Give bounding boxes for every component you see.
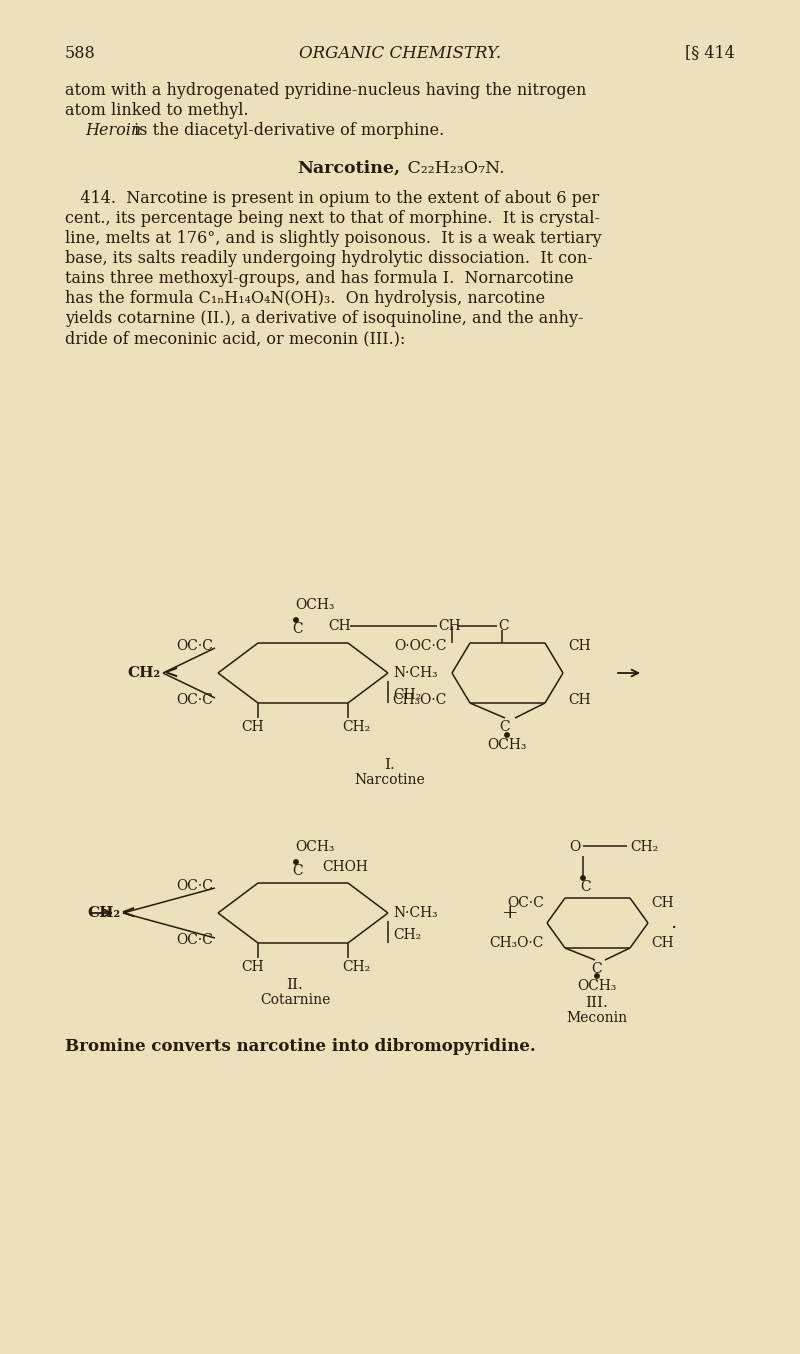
Text: C: C [592, 961, 602, 976]
Circle shape [294, 617, 298, 623]
Text: C: C [498, 619, 509, 634]
Text: C: C [292, 864, 302, 877]
Text: CH₂: CH₂ [127, 666, 160, 680]
Text: OC·C: OC·C [176, 693, 213, 707]
Text: yields cotarnine (II.), a derivative of isoquinoline, and the anhy-: yields cotarnine (II.), a derivative of … [65, 310, 583, 328]
Circle shape [294, 860, 298, 864]
Text: Meconin: Meconin [566, 1011, 627, 1025]
Text: CH: CH [568, 693, 590, 707]
Text: <: < [163, 663, 178, 682]
Text: Heroin: Heroin [85, 122, 141, 139]
Text: atom with a hydrogenated pyridine-nucleus having the nitrogen: atom with a hydrogenated pyridine-nucleu… [65, 83, 586, 99]
Circle shape [581, 876, 586, 880]
Text: C: C [292, 621, 302, 636]
Text: II.: II. [286, 978, 303, 992]
Text: atom linked to methyl.: atom linked to methyl. [65, 102, 249, 119]
Text: O·OC·C: O·OC·C [394, 639, 447, 653]
Text: OCH₃: OCH₃ [295, 839, 334, 854]
Circle shape [594, 974, 599, 978]
Text: cent., its percentage being next to that of morphine.  It is crystal-: cent., its percentage being next to that… [65, 210, 600, 227]
Text: OC·C: OC·C [176, 933, 213, 946]
Text: 588: 588 [65, 45, 96, 61]
Text: Bromine converts narcotine into dibromopyridine.: Bromine converts narcotine into dibromop… [65, 1039, 536, 1055]
Text: C₂₂H₂₃O₇N.: C₂₂H₂₃O₇N. [402, 160, 505, 177]
Text: CH: CH [651, 936, 674, 951]
Text: Narcotine,: Narcotine, [297, 160, 400, 177]
Text: .: . [670, 914, 676, 932]
Text: base, its salts readily undergoing hydrolytic dissociation.  It con-: base, its salts readily undergoing hydro… [65, 250, 593, 267]
Text: [§ 414: [§ 414 [685, 45, 735, 61]
Text: OC·C: OC·C [507, 896, 544, 910]
Text: CH₃O·C: CH₃O·C [393, 693, 447, 707]
Text: N·CH₃: N·CH₃ [393, 666, 438, 680]
Text: CH₃O·C: CH₃O·C [490, 936, 544, 951]
Text: has the formula C₁ₙH₁₄O₄N(OH)₃.  On hydrolysis, narcotine: has the formula C₁ₙH₁₄O₄N(OH)₃. On hydro… [65, 290, 545, 307]
Text: OCH₃: OCH₃ [578, 979, 617, 992]
Text: CH₂: CH₂ [87, 906, 120, 919]
Text: CH: CH [651, 896, 674, 910]
Text: CH: CH [328, 619, 350, 634]
Text: OC·C: OC·C [176, 639, 213, 653]
Text: CHOH: CHOH [322, 860, 368, 873]
Text: line, melts at 176°, and is slightly poisonous.  It is a weak tertiary: line, melts at 176°, and is slightly poi… [65, 230, 602, 246]
Text: CH₂: CH₂ [393, 688, 422, 701]
Text: is the diacetyl-derivative of morphine.: is the diacetyl-derivative of morphine. [129, 122, 444, 139]
Text: O: O [570, 839, 581, 854]
Text: CH₂: CH₂ [630, 839, 658, 854]
Text: +: + [502, 904, 518, 922]
Text: CH₂: CH₂ [342, 960, 370, 974]
Circle shape [505, 733, 509, 737]
Text: III.: III. [586, 997, 608, 1010]
Text: 414.  Narcotine is present in opium to the extent of about 6 per: 414. Narcotine is present in opium to th… [65, 190, 599, 207]
Text: Cotarnine: Cotarnine [260, 992, 330, 1007]
Text: C: C [500, 720, 510, 734]
Text: tains three methoxyl-groups, and has formula I.  Nornarcotine: tains three methoxyl-groups, and has for… [65, 269, 574, 287]
Text: OCH₃: OCH₃ [487, 738, 526, 751]
Text: N·CH₃: N·CH₃ [393, 906, 438, 919]
Text: CH: CH [568, 639, 590, 653]
Text: C: C [580, 880, 590, 894]
Text: <: < [120, 904, 135, 922]
Text: CH₂: CH₂ [342, 720, 370, 734]
Text: CH₂: CH₂ [393, 927, 422, 942]
Text: OCH₃: OCH₃ [295, 598, 334, 612]
Text: CH: CH [438, 619, 461, 634]
Text: ORGANIC CHEMISTRY.: ORGANIC CHEMISTRY. [299, 45, 501, 61]
Text: Narcotine: Narcotine [354, 773, 426, 787]
Text: I.: I. [385, 758, 395, 772]
Text: OC·C: OC·C [176, 879, 213, 894]
Text: CH: CH [242, 960, 264, 974]
Text: dride of meconinic acid, or meconin (III.):: dride of meconinic acid, or meconin (III… [65, 330, 406, 347]
Text: CH: CH [242, 720, 264, 734]
